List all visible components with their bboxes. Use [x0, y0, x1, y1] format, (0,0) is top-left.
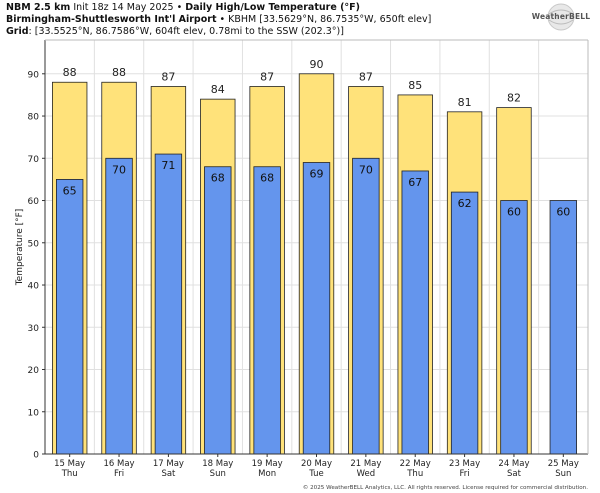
low-temp-label: 60	[556, 206, 570, 219]
x-tick-label-day: Sun	[210, 469, 226, 479]
low-temp-label: 69	[310, 168, 324, 181]
high-temp-label: 88	[112, 66, 126, 79]
x-tick-label-date: 18 May	[202, 459, 233, 469]
high-temp-label: 87	[359, 70, 373, 83]
x-tick-label-day: Sat	[161, 469, 176, 479]
x-tick-label-day: Tue	[308, 469, 324, 479]
low-temp-bar	[500, 200, 528, 455]
low-temp-bar	[549, 200, 577, 455]
low-temp-label: 60	[507, 206, 521, 219]
low-temp-label: 65	[63, 184, 77, 197]
x-tick-label-date: 19 May	[252, 459, 283, 469]
x-tick-label-day: Fri	[114, 469, 124, 479]
high-temp-label: 84	[211, 83, 225, 96]
low-temp-bar	[105, 157, 133, 455]
x-tick-label-date: 21 May	[350, 459, 381, 469]
low-temp-bar	[56, 179, 84, 455]
low-temp-bar	[302, 162, 331, 455]
bars: 88 65 88 70 87 71 84 68 87 68 90 69 87 70 85 67 81 62 82 60…	[52, 58, 577, 455]
x-tick-label-date: 22 May	[400, 459, 431, 469]
low-temp-label: 68	[211, 172, 225, 185]
y-tick-label: 40	[28, 282, 40, 292]
y-tick-label: 50	[28, 239, 40, 249]
x-tick-label-date: 23 May	[449, 459, 480, 469]
x-tick-label-date: 15 May	[54, 459, 85, 469]
y-axis-label: Temperature [°F]	[15, 209, 25, 287]
x-tick-label-day: Fri	[460, 469, 470, 479]
high-temp-label: 85	[408, 79, 422, 92]
low-temp-bar	[352, 157, 380, 455]
y-tick-label: 20	[28, 366, 40, 376]
low-temp-bar	[450, 191, 479, 455]
high-temp-label: 87	[161, 70, 175, 83]
x-tick-label-day: Mon	[258, 469, 276, 479]
weatherbell-globe-logo-icon	[547, 3, 575, 31]
high-temp-label: 90	[310, 58, 324, 71]
high-temp-label: 81	[458, 96, 472, 109]
logo-text: WeatherBELL	[531, 12, 591, 21]
low-temp-label: 70	[112, 163, 126, 176]
station-coords: • KBHM [33.5629°N, 86.7535°W, 650ft elev…	[216, 14, 432, 25]
low-temp-bar	[204, 166, 232, 455]
y-tick-label: 30	[28, 324, 40, 334]
y-tick-label: 10	[28, 408, 40, 418]
grid-coords: : [33.5525°N, 86.7586°W, 604ft elev, 0.7…	[28, 26, 344, 37]
init-time: Init 18z 14 May 2025 •	[70, 2, 186, 13]
high-temp-label: 88	[63, 66, 77, 79]
x-tick-label-day: Thu	[61, 469, 78, 479]
x-tick-label-date: 16 May	[103, 459, 134, 469]
x-tick-label-date: 17 May	[153, 459, 184, 469]
high-temp-label: 87	[260, 70, 274, 83]
low-temp-bar	[401, 170, 429, 455]
y-tick-label: 90	[28, 70, 40, 80]
low-temp-bar	[253, 166, 281, 455]
model-name: NBM 2.5 km	[6, 2, 71, 13]
low-temp-label: 71	[161, 159, 175, 172]
chart-title: Daily High/Low Temperature (°F)	[185, 2, 361, 13]
low-temp-label: 62	[458, 197, 472, 210]
y-tick-label: 60	[28, 197, 40, 207]
x-tick-label-day: Sun	[555, 469, 571, 479]
grid-label: Grid	[6, 26, 29, 37]
header-line-station: Birmingham-Shuttlesworth Int'l Airport •…	[6, 14, 431, 26]
high-temp-label: 82	[507, 92, 521, 105]
x-tick-label-day: Sat	[507, 469, 522, 479]
low-temp-label: 68	[260, 172, 274, 185]
low-temp-bar	[154, 153, 183, 455]
copyright-notice: © 2025 WeatherBELL Analytics, LLC. All r…	[302, 485, 588, 491]
header-line-model: NBM 2.5 km Init 18z 14 May 2025 • Daily …	[6, 2, 360, 14]
y-tick-label: 70	[28, 155, 40, 165]
y-tick-label: 0	[33, 451, 39, 461]
x-tick-label-date: 24 May	[498, 459, 529, 469]
x-tick-label-day: Thu	[406, 469, 423, 479]
station-name: Birmingham-Shuttlesworth Int'l Airport	[6, 14, 217, 25]
weatherbell-logo: WeatherBELL	[530, 2, 592, 32]
low-temp-label: 70	[359, 163, 373, 176]
low-temp-label: 67	[408, 176, 422, 189]
y-tick-label: 80	[28, 113, 40, 123]
x-tick-label-day: Wed	[357, 469, 376, 479]
x-tick-label-date: 20 May	[301, 459, 332, 469]
header-line-grid: Grid: [33.5525°N, 86.7586°W, 604ft elev,…	[6, 26, 344, 38]
x-tick-label-date: 25 May	[548, 459, 579, 469]
